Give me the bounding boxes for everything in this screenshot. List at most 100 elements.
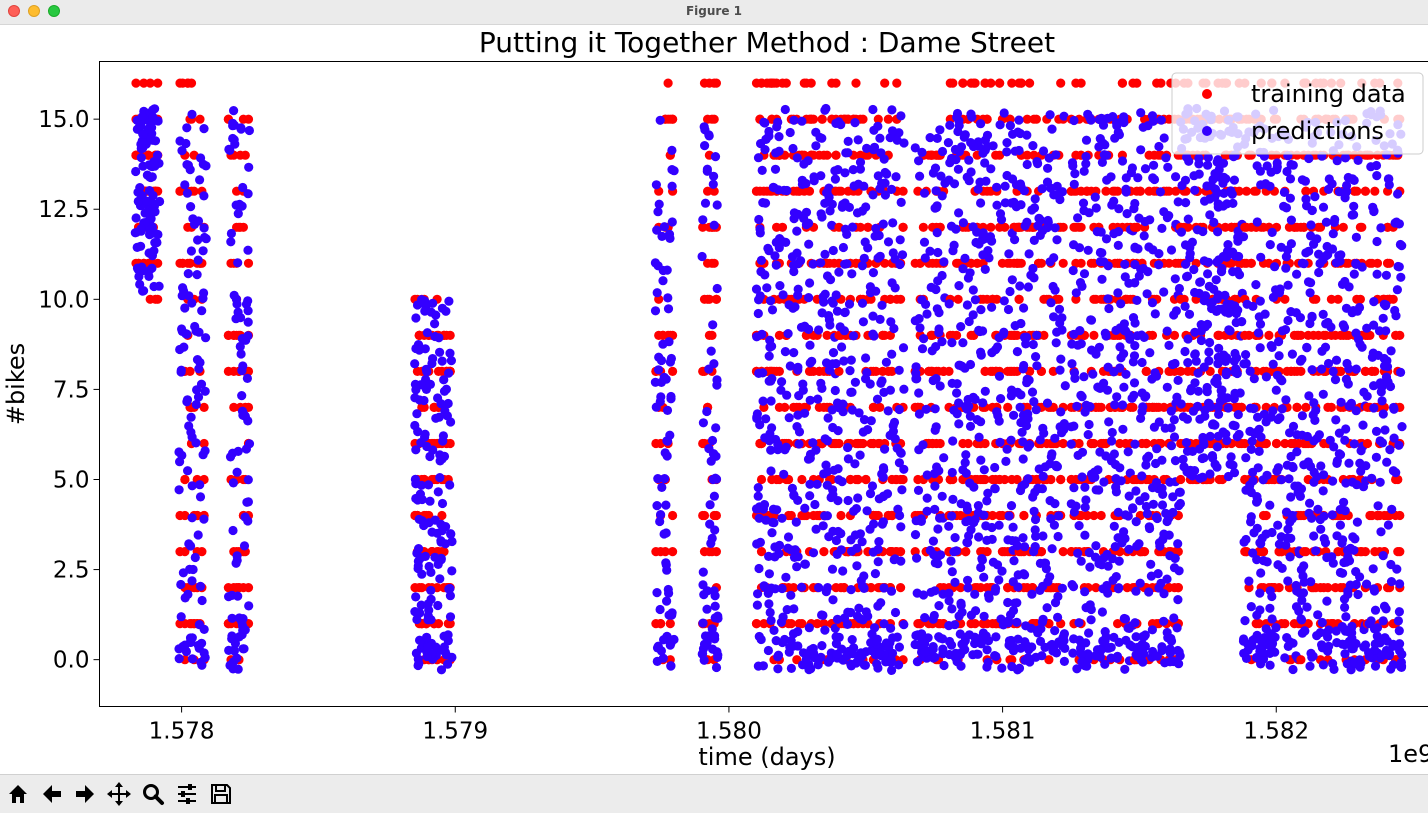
prediction-point [1002, 171, 1011, 180]
prediction-point [1230, 176, 1239, 185]
prediction-point [182, 123, 191, 132]
prediction-point [1082, 136, 1091, 145]
prediction-point [1000, 296, 1009, 305]
prediction-point [227, 229, 236, 238]
prediction-point [880, 445, 889, 454]
prediction-point [991, 632, 1000, 641]
prediction-point [153, 151, 162, 160]
prediction-point [698, 619, 707, 628]
prediction-point [192, 400, 201, 409]
prediction-point [1179, 455, 1188, 464]
prediction-point [1104, 417, 1113, 426]
prediction-point [1144, 587, 1153, 596]
training-data-point [153, 295, 162, 304]
prediction-point [1144, 452, 1153, 461]
prediction-point [175, 457, 184, 466]
prediction-point [799, 159, 808, 168]
prediction-point [1146, 560, 1155, 569]
prediction-point [1237, 317, 1246, 326]
prediction-point [1081, 407, 1090, 416]
prediction-point [1163, 517, 1172, 526]
prediction-point [146, 173, 155, 182]
prediction-point [793, 210, 802, 219]
prediction-point [766, 608, 775, 617]
prediction-point [1019, 361, 1028, 370]
prediction-point [896, 522, 905, 531]
prediction-point [1087, 316, 1096, 325]
prediction-point [1021, 621, 1030, 630]
prediction-point [944, 589, 953, 598]
prediction-point [1131, 486, 1140, 495]
prediction-point [710, 492, 719, 501]
prediction-point [1003, 445, 1012, 454]
prediction-point [1073, 213, 1082, 222]
prediction-point [1133, 244, 1142, 253]
training-data-point [809, 115, 818, 124]
prediction-point [1130, 618, 1139, 627]
prediction-point [933, 228, 942, 237]
training-data-point [1296, 655, 1305, 664]
prediction-point [889, 324, 898, 333]
prediction-point [1028, 388, 1037, 397]
prediction-point [868, 190, 877, 199]
prediction-point [662, 566, 671, 575]
training-data-point [668, 511, 677, 520]
training-data-point [1280, 619, 1289, 628]
prediction-point [1129, 391, 1138, 400]
prediction-point [1005, 511, 1014, 520]
prediction-point [226, 237, 235, 246]
prediction-point [1067, 339, 1076, 348]
prediction-point [200, 625, 209, 634]
prediction-point [757, 635, 766, 644]
prediction-point [1256, 297, 1265, 306]
prediction-point [1093, 383, 1102, 392]
training-data-point [778, 223, 787, 232]
prediction-point [982, 631, 991, 640]
prediction-point [182, 647, 191, 656]
figure-canvas[interactable]: Putting it Together Method : Dame Street… [0, 25, 1428, 773]
prediction-point [1196, 277, 1205, 286]
prediction-point [794, 285, 803, 294]
prediction-point [874, 171, 883, 180]
prediction-point [992, 183, 1001, 192]
prediction-point [1116, 299, 1125, 308]
prediction-point [1267, 341, 1276, 350]
prediction-point [1013, 347, 1022, 356]
prediction-point [899, 620, 908, 629]
prediction-point [1023, 414, 1032, 423]
prediction-point [852, 504, 861, 513]
prediction-point [805, 480, 814, 489]
prediction-point [774, 132, 783, 141]
training-data-point [971, 619, 980, 628]
prediction-point [1121, 272, 1130, 281]
prediction-point [946, 556, 955, 565]
prediction-point [786, 361, 795, 370]
prediction-point [1038, 618, 1047, 627]
prediction-point [939, 661, 948, 670]
prediction-point [438, 646, 447, 655]
training-data-point [819, 547, 828, 556]
prediction-point [1145, 524, 1154, 533]
prediction-point [923, 507, 932, 516]
prediction-point [764, 599, 773, 608]
prediction-point [441, 307, 450, 316]
training-data-point [875, 403, 884, 412]
prediction-point [969, 285, 978, 294]
prediction-point [1131, 587, 1140, 596]
prediction-point [953, 379, 962, 388]
prediction-point [176, 580, 185, 589]
prediction-point [770, 552, 779, 561]
prediction-point [1005, 287, 1014, 296]
prediction-point [1115, 363, 1124, 372]
prediction-point [1106, 172, 1115, 181]
prediction-point [713, 651, 722, 660]
prediction-point [191, 438, 200, 447]
prediction-point [1122, 187, 1131, 196]
prediction-point [976, 119, 985, 128]
training-data-point [707, 331, 716, 340]
prediction-point [1115, 130, 1124, 139]
prediction-point [994, 575, 1003, 584]
prediction-point [1204, 356, 1213, 365]
prediction-point [848, 635, 857, 644]
prediction-point [794, 439, 803, 448]
